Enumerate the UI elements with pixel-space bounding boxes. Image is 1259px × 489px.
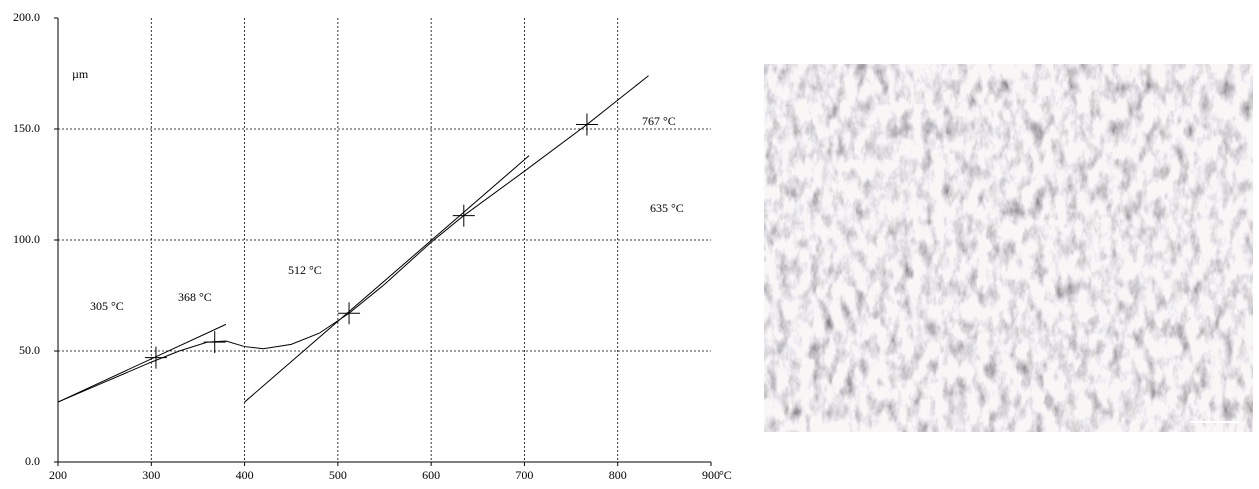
transition-marker <box>576 114 598 136</box>
x-tick-label: 900 <box>702 468 720 482</box>
micrograph-texture <box>764 64 1253 432</box>
annotation: 368 °C <box>178 290 212 304</box>
transition-marker <box>204 331 226 353</box>
page: {"chart_data": {"type": "line", "x_label… <box>0 0 1259 489</box>
micrograph <box>764 64 1253 432</box>
curve <box>245 156 530 402</box>
annotation: 767 °C <box>642 114 676 128</box>
x-tick-label: 700 <box>515 468 533 482</box>
annotation: 635 °C <box>650 201 684 215</box>
x-tick-label: 600 <box>422 468 440 482</box>
y-tick-label: 150.0 <box>13 121 40 135</box>
x-axis-label: °C <box>719 468 732 482</box>
y-tick-label: 50.0 <box>19 343 40 357</box>
annotation: 305 °C <box>90 299 124 313</box>
y-axis-label: µm <box>72 67 89 81</box>
x-tick-label: 300 <box>142 468 160 482</box>
y-tick-label: 0.0 <box>25 454 40 468</box>
transition-marker <box>145 347 167 369</box>
x-tick-label: 500 <box>329 468 347 482</box>
x-tick-label: 800 <box>609 468 627 482</box>
x-tick-label: 200 <box>49 468 67 482</box>
y-tick-label: 100.0 <box>13 232 40 246</box>
x-tick-label: 400 <box>236 468 254 482</box>
figure: 0.0 50.0 100.0 150.0 200.0 200 300 400 500 600 700… <box>0 0 1259 484</box>
curve <box>58 324 226 402</box>
transition-marker <box>453 205 475 227</box>
y-tick-label: 200.0 <box>13 10 40 24</box>
curve <box>58 76 648 402</box>
annotation: 512 °C <box>288 263 322 277</box>
